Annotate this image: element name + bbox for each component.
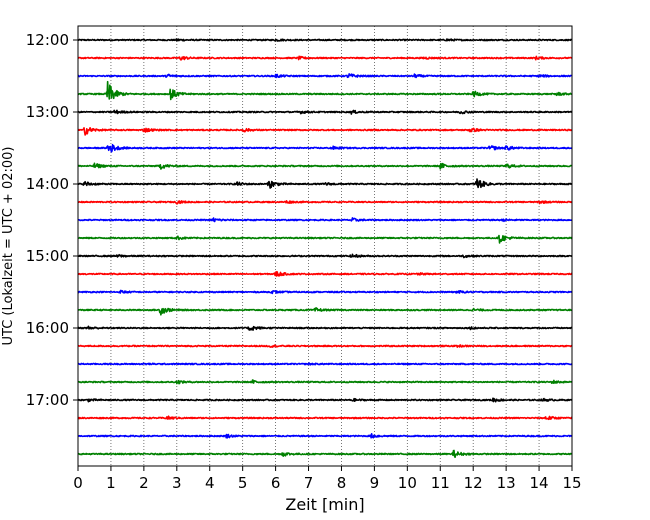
vertical-grid	[110, 26, 540, 466]
x-tick-label: 14	[530, 474, 549, 492]
x-tick-label: 7	[304, 474, 314, 492]
trace-line	[77, 253, 573, 259]
trace-line	[77, 362, 573, 366]
trace-line	[77, 55, 573, 61]
trace-line	[77, 415, 573, 421]
x-tick-label: 5	[238, 474, 248, 492]
trace-line	[77, 80, 573, 101]
y-tick-label: 13:00	[26, 103, 69, 121]
plot-frame	[77, 25, 573, 467]
trace-line	[77, 126, 573, 136]
x-tick-label: 11	[431, 474, 450, 492]
trace-line	[77, 270, 573, 277]
x-tick-label: 10	[398, 474, 417, 492]
x-tick-label: 9	[370, 474, 380, 492]
trace-line	[77, 397, 573, 403]
y-tick-label: 14:00	[26, 175, 69, 193]
trace-line	[77, 379, 573, 385]
y-tick-label: 12:00	[26, 31, 69, 49]
x-tick-label: 12	[464, 474, 483, 492]
x-tick-label: 4	[205, 474, 215, 492]
trace-line	[77, 73, 573, 79]
x-tick-label: 15	[562, 474, 581, 492]
seismogram-traces	[77, 38, 573, 459]
x-tick-label: 13	[497, 474, 516, 492]
trace-line	[77, 344, 573, 348]
trace-line	[77, 234, 573, 244]
x-tick-label: 1	[106, 474, 116, 492]
x-tick-label: 3	[172, 474, 182, 492]
y-tick-label: 17:00	[26, 391, 69, 409]
y-axis-ticks: 12:00 13:00 14:00 15:00 16:00 17:00	[26, 31, 78, 409]
trace-line	[77, 162, 573, 170]
x-tick-label: 2	[139, 474, 149, 492]
trace-line	[77, 217, 573, 223]
trace-line	[77, 432, 573, 439]
x-axis-ticks: 0 1 2 3 4 5 6 7 8 9 10 11 12 13 14 15	[73, 466, 582, 492]
x-tick-label: 8	[337, 474, 347, 492]
trace-line	[77, 307, 573, 316]
x-axis-label: Zeit [min]	[285, 495, 364, 514]
x-tick-label: 0	[73, 474, 83, 492]
trace-line	[77, 178, 573, 189]
trace-line	[77, 325, 573, 331]
trace-line	[77, 38, 573, 42]
trace-line	[77, 449, 573, 459]
trace-line	[77, 200, 573, 205]
y-tick-label: 16:00	[26, 319, 69, 337]
x-tick-label: 6	[271, 474, 281, 492]
trace-line	[77, 109, 573, 115]
y-axis-label: UTC (Lokalzeit = UTC + 02:00)	[1, 147, 16, 346]
trace-line	[77, 289, 573, 295]
trace-line	[77, 143, 573, 153]
y-tick-label: 15:00	[26, 247, 69, 265]
